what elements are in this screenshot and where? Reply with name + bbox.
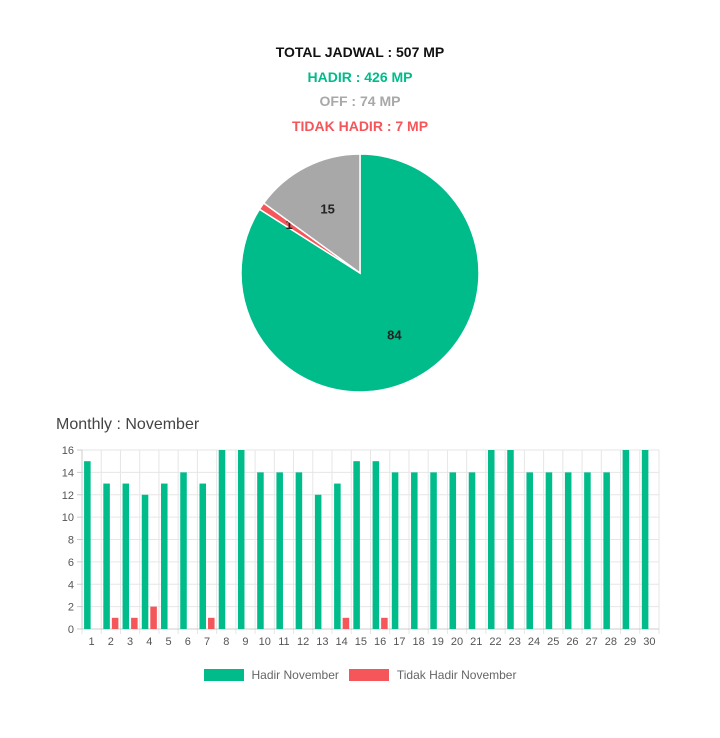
bar-hadir[interactable] bbox=[545, 472, 553, 629]
attendance-pie-chart: 84 1 15 bbox=[240, 153, 480, 393]
x-tick-label: 11 bbox=[278, 636, 289, 648]
bar-hadir[interactable] bbox=[449, 472, 457, 629]
x-tick-label: 30 bbox=[643, 636, 655, 648]
pie-slice-label: 1 bbox=[286, 217, 293, 232]
x-tick-label: 1 bbox=[89, 636, 95, 648]
x-tick-label: 25 bbox=[547, 636, 559, 648]
bar-tidak-hadir[interactable] bbox=[381, 617, 388, 629]
x-tick-label: 19 bbox=[432, 636, 444, 648]
x-tick-label: 8 bbox=[223, 636, 229, 648]
x-tick-label: 18 bbox=[412, 636, 424, 648]
legend-swatch-hadir bbox=[203, 669, 244, 681]
bar-hadir[interactable] bbox=[84, 461, 91, 629]
chart-legend: Hadir November Tidak Hadir November bbox=[0, 668, 720, 682]
legend-label-tidak-hadir: Tidak Hadir November bbox=[396, 668, 517, 682]
x-tick-label: 29 bbox=[624, 636, 636, 648]
x-tick-label: 26 bbox=[566, 636, 578, 648]
bar-hadir[interactable] bbox=[603, 472, 610, 629]
monthly-chart-title: Monthly : November bbox=[56, 416, 200, 433]
x-tick-label: 4 bbox=[146, 636, 152, 648]
legend-swatch-tidak-hadir bbox=[348, 669, 389, 681]
x-tick-label: 20 bbox=[451, 636, 463, 648]
pie-slice[interactable] bbox=[262, 153, 361, 275]
bar-hadir[interactable] bbox=[199, 483, 207, 629]
y-tick-label: 10 bbox=[62, 512, 74, 524]
x-tick-label: 2 bbox=[108, 636, 114, 648]
bar-hadir[interactable] bbox=[391, 472, 399, 629]
bar-tidak-hadir[interactable] bbox=[150, 606, 157, 629]
bar-hadir[interactable] bbox=[276, 472, 283, 629]
hadir-label: HADIR : 426 MP bbox=[307, 68, 413, 85]
x-tick-label: 13 bbox=[316, 636, 328, 648]
bar-hadir[interactable] bbox=[295, 472, 303, 629]
y-tick-label: 2 bbox=[68, 602, 74, 614]
bar-hadir[interactable] bbox=[103, 483, 110, 629]
bar-hadir[interactable] bbox=[507, 450, 514, 629]
bar-hadir[interactable] bbox=[353, 461, 360, 629]
bar-tidak-hadir[interactable] bbox=[342, 617, 350, 629]
x-tick-label: 15 bbox=[355, 636, 367, 648]
y-tick-label: 14 bbox=[62, 467, 74, 479]
pie-slice-label: 84 bbox=[387, 328, 402, 343]
bar-hadir[interactable] bbox=[161, 483, 168, 629]
bar-tidak-hadir[interactable] bbox=[111, 617, 119, 629]
legend-item-hadir[interactable]: Hadir November bbox=[203, 668, 339, 682]
total-jadwal-label: TOTAL JADWAL : 507 MP bbox=[275, 44, 445, 60]
bar-hadir[interactable] bbox=[584, 472, 591, 629]
bar-hadir[interactable] bbox=[641, 450, 649, 629]
y-tick-label: 12 bbox=[62, 490, 74, 502]
y-tick-label: 4 bbox=[68, 579, 74, 591]
x-tick-label: 14 bbox=[336, 636, 348, 648]
bar-hadir[interactable] bbox=[430, 472, 437, 629]
legend-item-tidak-hadir[interactable]: Tidak Hadir November bbox=[348, 668, 517, 682]
x-tick-label: 22 bbox=[489, 636, 501, 648]
bar-hadir[interactable] bbox=[526, 472, 533, 629]
x-tick-label: 23 bbox=[509, 636, 521, 648]
x-tick-label: 12 bbox=[297, 636, 309, 648]
y-tick-label: 16 bbox=[62, 445, 74, 457]
pie-slice-label: 15 bbox=[320, 201, 334, 216]
bar-hadir[interactable] bbox=[564, 472, 572, 629]
x-tick-label: 28 bbox=[605, 636, 617, 648]
x-tick-label: 21 bbox=[470, 636, 482, 648]
off-label: OFF : 74 MP bbox=[319, 93, 401, 109]
x-tick-label: 17 bbox=[393, 636, 405, 648]
bar-hadir[interactable] bbox=[237, 450, 245, 629]
bar-hadir[interactable] bbox=[314, 494, 322, 629]
x-tick-label: 27 bbox=[586, 636, 598, 648]
bar-hadir[interactable] bbox=[468, 472, 476, 629]
x-tick-label: 10 bbox=[259, 636, 271, 648]
y-tick-label: 6 bbox=[68, 557, 74, 569]
bar-hadir[interactable] bbox=[257, 472, 264, 629]
x-tick-label: 16 bbox=[374, 636, 386, 648]
x-tick-label: 24 bbox=[528, 636, 540, 648]
bar-tidak-hadir[interactable] bbox=[131, 617, 138, 629]
bar-hadir[interactable] bbox=[487, 450, 495, 629]
bar-hadir[interactable] bbox=[141, 494, 149, 629]
x-tick-label: 9 bbox=[242, 636, 248, 648]
bar-hadir[interactable] bbox=[622, 450, 630, 629]
y-tick-label: 0 bbox=[68, 624, 74, 636]
x-tick-label: 6 bbox=[185, 636, 191, 648]
x-tick-label: 7 bbox=[204, 636, 210, 648]
bar-hadir[interactable] bbox=[334, 483, 341, 629]
bar-hadir[interactable] bbox=[372, 461, 380, 629]
bar-hadir[interactable] bbox=[411, 472, 418, 629]
bar-hadir[interactable] bbox=[218, 450, 226, 629]
bar-tidak-hadir[interactable] bbox=[208, 617, 215, 629]
summary: TOTAL JADWAL : 507 MP HADIR : 426 MP OFF… bbox=[0, 40, 720, 138]
x-tick-label: 5 bbox=[165, 636, 171, 648]
bar-hadir[interactable] bbox=[180, 472, 187, 629]
legend-label-hadir: Hadir November bbox=[251, 668, 339, 682]
y-tick-label: 8 bbox=[68, 535, 74, 547]
x-tick-label: 3 bbox=[127, 636, 133, 648]
bar-hadir[interactable] bbox=[122, 483, 130, 629]
tidak-hadir-label: TIDAK HADIR : 7 MP bbox=[291, 117, 429, 134]
